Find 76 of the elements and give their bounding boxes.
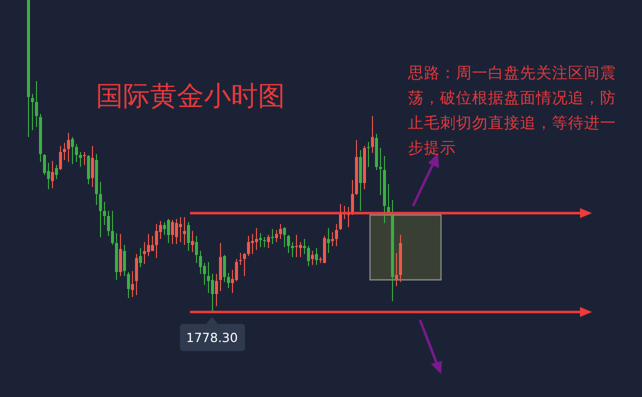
candlestick (303, 238, 306, 254)
candlestick (243, 252, 246, 277)
candlestick (127, 272, 130, 298)
candlestick (143, 242, 146, 264)
candlestick (307, 245, 310, 267)
candlestick (191, 230, 194, 253)
candlestick (275, 229, 278, 243)
candlestick (59, 146, 62, 171)
candlestick (183, 216, 186, 246)
candlestick (387, 184, 390, 216)
candlestick (367, 141, 370, 168)
candlestick (135, 253, 138, 296)
candlestick (139, 248, 142, 268)
candlestick (259, 232, 262, 248)
candlestick (235, 258, 238, 282)
candlestick (379, 147, 382, 196)
candlestick (75, 144, 78, 162)
candlestick (351, 180, 354, 216)
candlestick (43, 154, 46, 176)
candlestick (83, 151, 86, 166)
candlestick (251, 234, 254, 254)
candlestick (199, 250, 202, 274)
candlestick (31, 93, 34, 131)
candlestick (255, 228, 258, 250)
candlestick (227, 272, 230, 288)
candlestick (147, 234, 150, 257)
candlestick (219, 242, 222, 292)
candlestick (107, 210, 110, 236)
text: 国际黄金小时图 (96, 81, 285, 112)
candlestick (371, 116, 374, 154)
candlestick (79, 151, 82, 168)
candlestick (215, 273, 218, 307)
candlestick (287, 234, 290, 254)
candlestick (71, 136, 74, 165)
candlestick (267, 234, 270, 249)
candlestick (299, 242, 302, 258)
candlestick (131, 270, 134, 298)
candlestick (175, 218, 178, 244)
candlestick (195, 235, 198, 264)
candlestick (339, 204, 342, 230)
candlestick (291, 242, 294, 258)
candlestick (111, 210, 114, 246)
candlestick (87, 154, 90, 185)
candlestick (207, 262, 210, 294)
candlestick (283, 226, 286, 248)
candlestick (167, 218, 170, 244)
candlestick (395, 252, 398, 287)
candlestick (103, 201, 106, 226)
candlestick (211, 273, 214, 312)
candlestick (335, 224, 338, 247)
candlestick (51, 160, 54, 189)
candlestick (35, 80, 38, 128)
candlestick (279, 224, 282, 240)
candlestick (187, 222, 190, 252)
candlestick (271, 228, 274, 244)
candlestick (263, 236, 266, 248)
candlestick (155, 224, 158, 259)
candlestick (55, 164, 58, 180)
candlestick (247, 235, 250, 257)
candlestick (315, 248, 318, 266)
candlestick (331, 232, 334, 247)
candlestick (123, 244, 126, 277)
candlestick (99, 181, 102, 238)
candlestick (119, 234, 122, 277)
candlestick (171, 219, 174, 244)
candlestick (327, 228, 330, 254)
candlestick (91, 146, 94, 188)
candlestick (67, 132, 70, 162)
candlestick (223, 254, 226, 283)
candlestick (311, 250, 314, 266)
candlestick (163, 222, 166, 236)
text: 思路：周一白盘先关注区间震荡，破位根据盘面情况追，防止毛刺切勿直接追，等待进一步提示 (407, 64, 616, 157)
low-label: 1778.30 (180, 317, 245, 351)
candlestick (179, 216, 182, 243)
candlestick (151, 235, 154, 252)
candlestick (63, 142, 66, 161)
